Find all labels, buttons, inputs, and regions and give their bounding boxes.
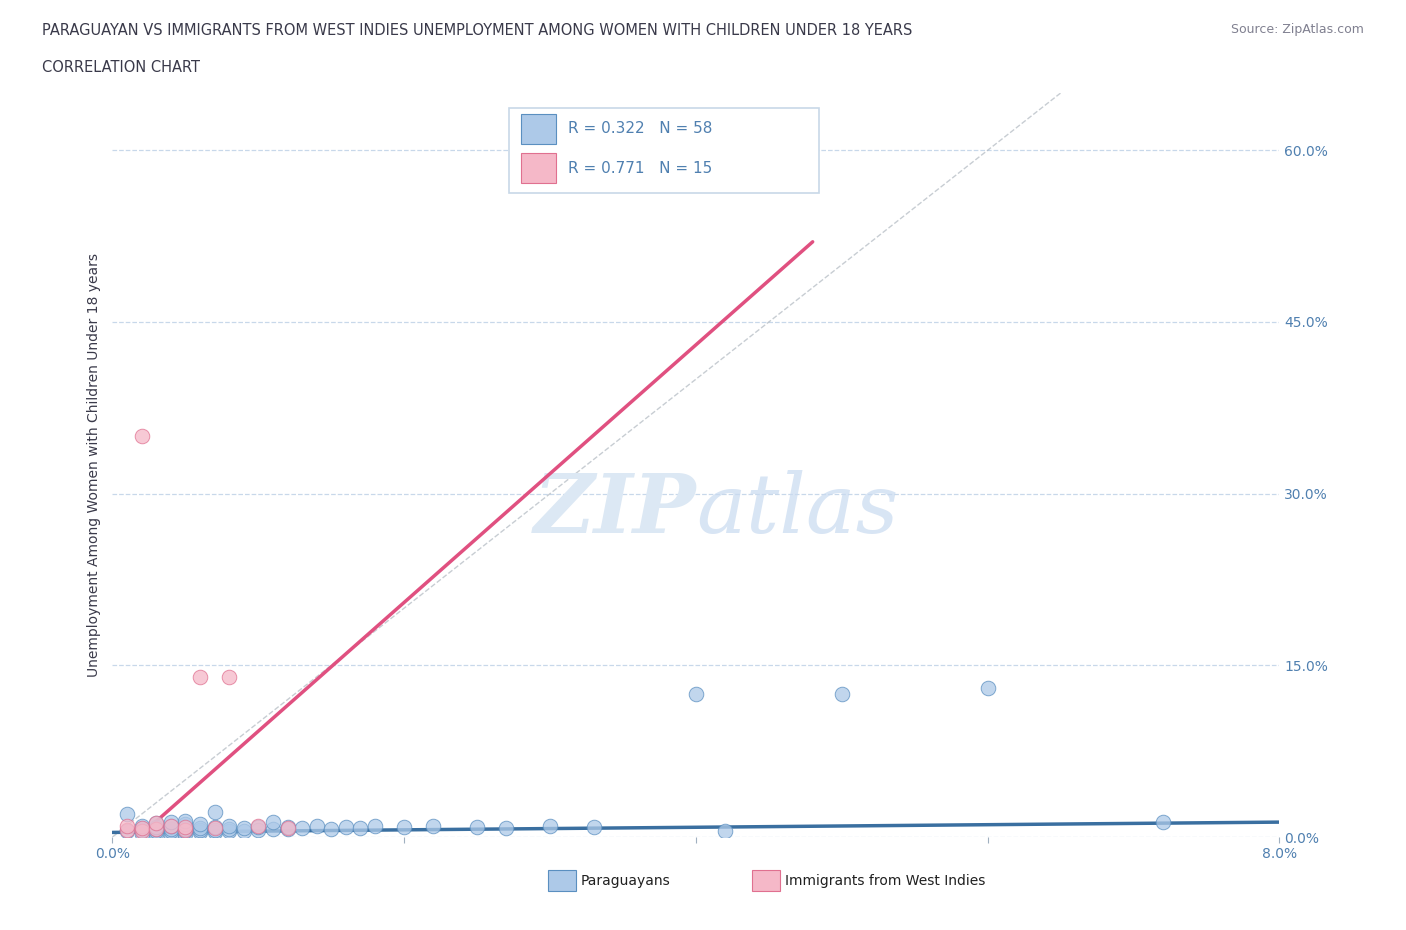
Point [465,819,488,834]
Point [247,823,270,838]
Point [145,824,167,839]
Text: R = 0.771   N = 15: R = 0.771 N = 15 [568,161,711,176]
Point [204,804,226,819]
Point [232,820,254,835]
Point [364,818,387,833]
Point [115,824,138,839]
Point [160,828,183,843]
Point [174,819,197,834]
Text: ZIP: ZIP [533,470,696,550]
Point [247,819,270,834]
Point [204,825,226,840]
Point [976,681,998,696]
Point [145,816,167,830]
Point [174,821,197,836]
Point [115,806,138,821]
Point [160,821,183,836]
Point [218,824,240,839]
Point [276,821,298,836]
Point [131,820,153,835]
Point [131,820,153,835]
Point [174,819,197,834]
Text: PARAGUAYAN VS IMMIGRANTS FROM WEST INDIES UNEMPLOYMENT AMONG WOMEN WITH CHILDREN: PARAGUAYAN VS IMMIGRANTS FROM WEST INDIE… [42,23,912,38]
FancyBboxPatch shape [509,108,818,193]
Point [160,824,183,839]
Point [188,817,211,831]
Point [115,823,138,838]
Point [582,819,605,834]
Point [160,818,183,833]
Point [262,815,284,830]
Point [204,820,226,835]
Point [145,821,167,836]
Point [218,818,240,833]
Point [1152,815,1174,830]
Point [247,818,270,833]
Text: R = 0.322   N = 58: R = 0.322 N = 58 [568,122,711,137]
Text: atlas: atlas [696,470,898,550]
Text: Immigrants from West Indies: Immigrants from West Indies [785,873,986,888]
Point [131,823,153,838]
Point [188,823,211,838]
Point [160,815,183,830]
Point [349,820,371,835]
Point [174,823,197,838]
Point [335,819,357,834]
Point [276,820,298,835]
Point [145,819,167,834]
FancyBboxPatch shape [520,153,555,183]
Text: Paraguayans: Paraguayans [581,873,671,888]
Point [145,816,167,830]
Point [218,821,240,836]
Point [685,686,707,701]
Point [188,820,211,835]
Point [204,819,226,834]
Point [392,819,416,834]
Point [714,824,737,839]
Point [145,821,167,836]
Point [495,820,517,835]
Point [145,826,167,841]
Point [188,825,211,840]
Point [321,821,343,836]
Point [174,824,197,839]
Point [291,820,314,835]
Text: CORRELATION CHART: CORRELATION CHART [42,60,200,75]
Point [305,818,328,833]
Point [131,818,153,833]
Point [218,670,240,684]
Text: Source: ZipAtlas.com: Source: ZipAtlas.com [1230,23,1364,36]
Point [232,824,254,839]
Point [188,670,211,684]
Point [174,817,197,831]
Y-axis label: Unemployment Among Women with Children Under 18 years: Unemployment Among Women with Children U… [87,253,101,677]
Point [204,823,226,838]
Point [276,819,298,834]
Point [422,818,444,833]
Point [174,814,197,829]
Point [160,818,183,833]
FancyBboxPatch shape [520,114,555,144]
Point [131,826,153,841]
Point [538,818,561,833]
Point [131,429,153,444]
Point [115,818,138,833]
Point [131,824,153,839]
Point [174,826,197,841]
Point [831,686,853,701]
Point [262,821,284,836]
